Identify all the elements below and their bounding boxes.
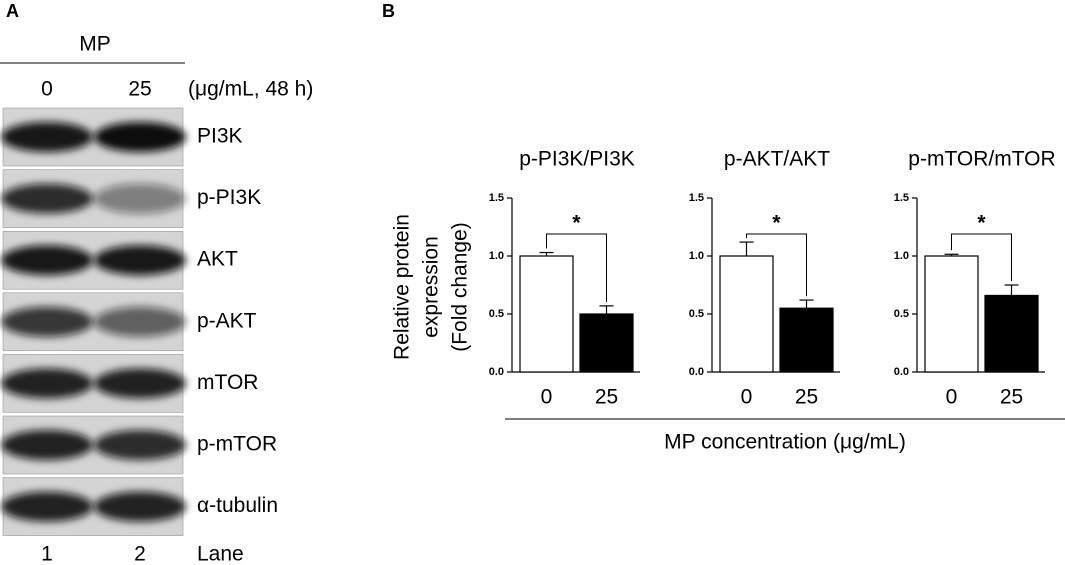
bar <box>719 255 774 373</box>
lane-number: 2 <box>134 543 146 565</box>
panel-label: A <box>6 1 19 21</box>
blot-band <box>1 368 93 399</box>
y-tick-label: 1.0 <box>894 250 909 262</box>
x-tick-label: 0 <box>946 386 958 409</box>
chart-title: p-AKT/AKT <box>724 148 830 171</box>
bar <box>519 255 574 373</box>
blot-band <box>94 183 186 214</box>
protein-label: mTOR <box>197 371 258 394</box>
bar <box>779 307 834 373</box>
blot-band <box>1 183 93 214</box>
blot-band <box>94 306 186 337</box>
bar <box>579 313 634 373</box>
significance-label: * <box>977 212 986 235</box>
blot-band <box>1 245 93 276</box>
significance-bracket <box>951 233 1012 281</box>
significance-label: * <box>772 212 781 235</box>
protein-label: p-mTOR <box>197 433 277 456</box>
y-tick-label: 1.0 <box>689 250 704 262</box>
y-tick-label: 0.5 <box>489 308 504 320</box>
lane-label: Lane <box>197 543 244 565</box>
y-axis-label: expression <box>420 236 443 338</box>
y-tick-label: 0.0 <box>894 366 909 378</box>
x-tick-label: 25 <box>595 386 618 409</box>
blot-band <box>1 122 93 152</box>
x-tick-label: 25 <box>1000 386 1023 409</box>
protein-label: α-tubulin <box>197 494 278 517</box>
y-tick-label: 1.0 <box>489 250 504 262</box>
significance-bracket <box>546 233 607 302</box>
blot-band <box>94 122 186 152</box>
protein-label: p-AKT <box>197 309 257 332</box>
blot-band <box>94 245 186 276</box>
panel-label: B <box>382 1 395 21</box>
significance-label: * <box>572 212 581 235</box>
y-tick-label: 1.5 <box>489 192 504 204</box>
protein-label: p-PI3K <box>197 186 261 209</box>
x-tick-label: 25 <box>795 386 818 409</box>
y-axis-label: (Fold change) <box>449 222 472 352</box>
dose-label: 0 <box>41 78 53 101</box>
dose-label: 25 <box>128 78 151 101</box>
y-tick-label: 0.0 <box>489 366 504 378</box>
chart-title: p-mTOR/mTOR <box>908 148 1055 171</box>
blot-band <box>1 306 93 337</box>
y-tick-label: 1.5 <box>894 192 909 204</box>
y-axis-label: Relative protein <box>391 214 414 360</box>
x-tick-label: 0 <box>541 386 553 409</box>
chart-title: p-PI3K/PI3K <box>519 148 635 171</box>
y-tick-label: 0.5 <box>689 308 704 320</box>
lane-number: 1 <box>41 543 53 565</box>
bar <box>924 255 979 373</box>
blot-band <box>94 368 186 399</box>
y-tick-label: 1.5 <box>689 192 704 204</box>
significance-bracket <box>746 233 807 297</box>
blot-band <box>94 491 186 522</box>
y-tick-label: 0.5 <box>894 308 909 320</box>
treatment-label: MP <box>79 33 111 56</box>
blot-band <box>94 430 186 460</box>
blot-band <box>1 491 93 522</box>
bar <box>984 294 1039 373</box>
unit-label: (μg/mL, 48 h) <box>188 78 313 101</box>
x-axis-label: MP concentration (μg/mL) <box>664 431 906 454</box>
protein-label: AKT <box>197 248 238 271</box>
protein-label: PI3K <box>197 125 243 148</box>
x-tick-label: 0 <box>741 386 753 409</box>
blot-band <box>1 430 93 460</box>
y-tick-label: 0.0 <box>689 366 704 378</box>
